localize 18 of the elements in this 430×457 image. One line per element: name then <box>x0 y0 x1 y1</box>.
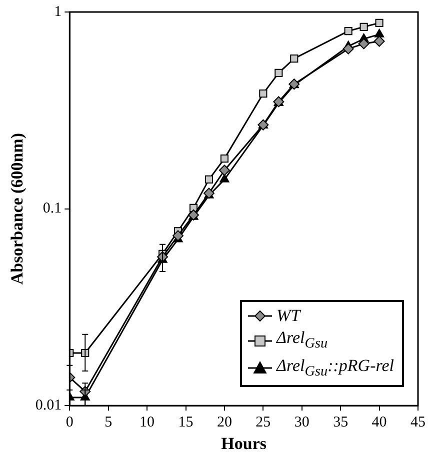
legend-label: Δrel$_{Gsu}$ <box>276 327 328 354</box>
y-tick-label: 1 <box>54 4 62 20</box>
x-tick-label: 35 <box>333 414 348 431</box>
x-tick-label: 15 <box>178 414 194 431</box>
x-tick-label: 30 <box>294 414 310 431</box>
legend-label: Δrel$_{Gsu}$::pRG-rel <box>276 354 394 381</box>
x-axis-title: Hours <box>221 434 267 454</box>
y-tick-label: 0.01 <box>35 398 62 414</box>
y-tick-label: 0.1 <box>42 200 62 217</box>
x-tick-label: 25 <box>256 414 271 431</box>
x-tick-label: 45 <box>410 414 426 431</box>
x-tick-label: 0 <box>66 414 74 431</box>
x-tick-label: 40 <box>372 414 387 431</box>
x-tick-label: 10 <box>140 414 155 431</box>
x-tick-label: 20 <box>216 414 232 431</box>
legend-label: WT <box>276 305 300 328</box>
x-tick-label: 5 <box>104 414 112 431</box>
y-axis-title: Absorbance (600nm) <box>8 133 27 285</box>
